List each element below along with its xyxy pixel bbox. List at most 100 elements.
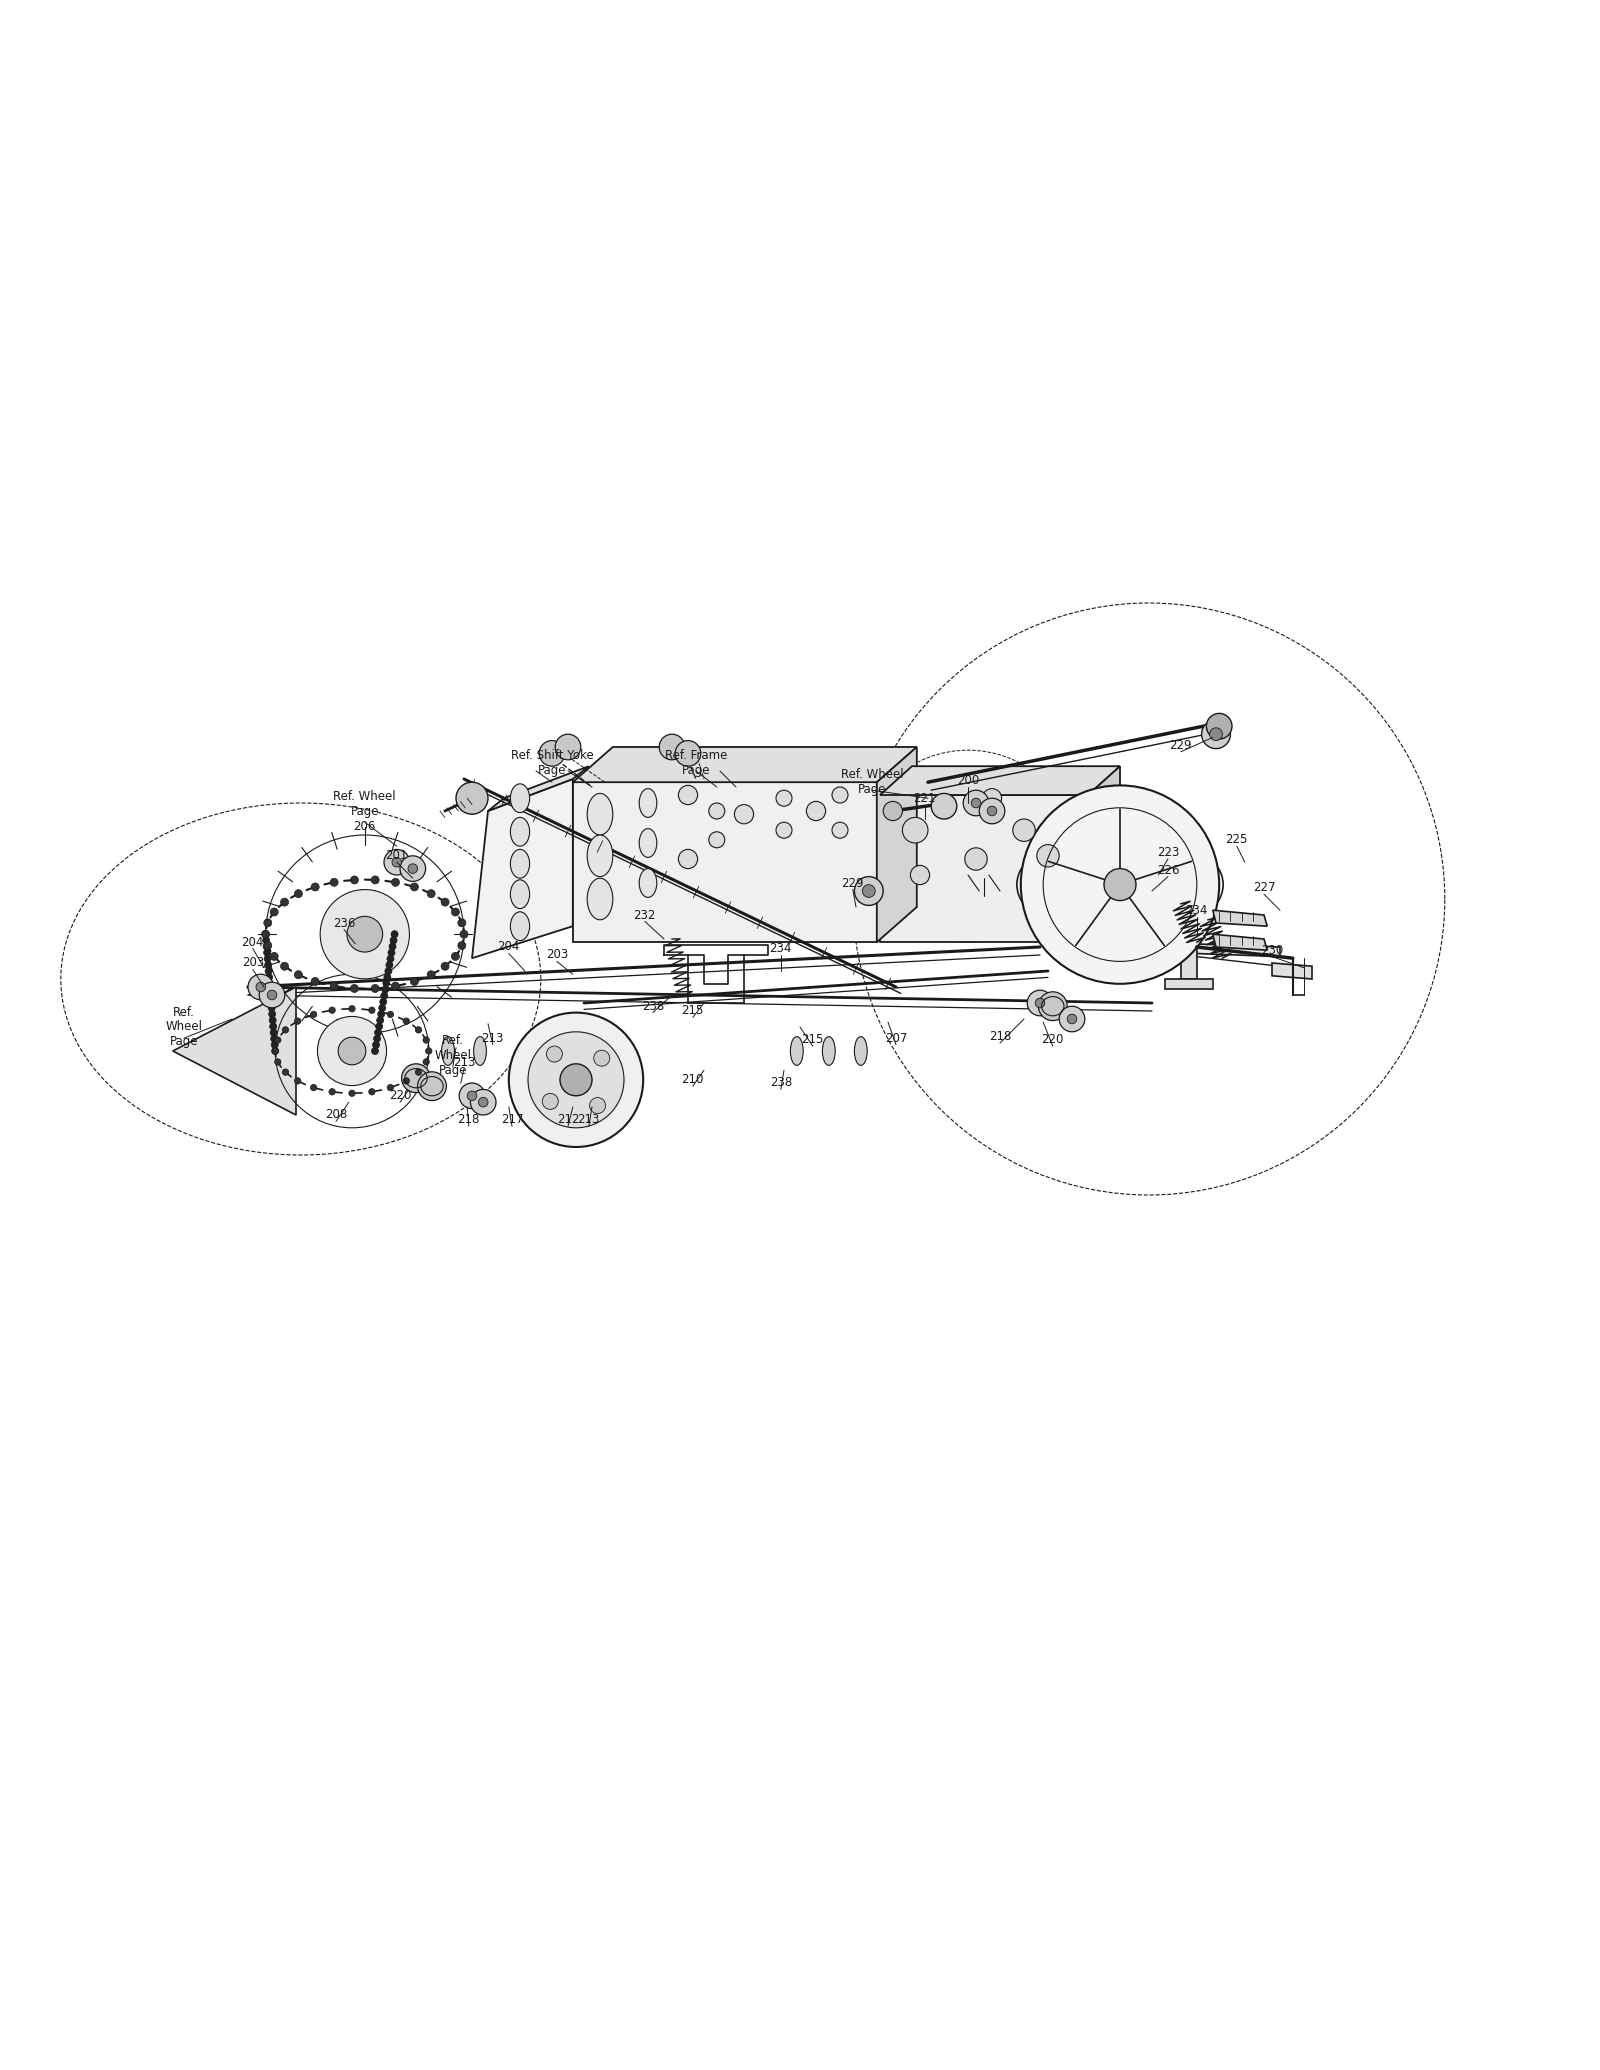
Ellipse shape — [510, 880, 530, 909]
Circle shape — [262, 938, 270, 944]
Circle shape — [270, 909, 278, 917]
Circle shape — [386, 960, 394, 969]
Polygon shape — [208, 1006, 291, 1070]
Circle shape — [403, 1018, 410, 1025]
Circle shape — [384, 849, 410, 876]
Circle shape — [427, 971, 435, 979]
Circle shape — [280, 963, 288, 971]
Circle shape — [442, 898, 450, 907]
Text: 208: 208 — [325, 1110, 347, 1122]
Text: 234: 234 — [770, 942, 792, 954]
Polygon shape — [877, 747, 917, 942]
Circle shape — [589, 1097, 605, 1114]
Circle shape — [269, 1016, 277, 1025]
Circle shape — [350, 876, 358, 884]
Text: 201: 201 — [386, 849, 408, 863]
Circle shape — [910, 865, 930, 884]
Circle shape — [349, 1091, 355, 1097]
Circle shape — [390, 932, 398, 938]
Circle shape — [330, 1089, 336, 1095]
Circle shape — [373, 1035, 381, 1041]
Circle shape — [282, 1068, 288, 1074]
Text: 213: 213 — [578, 1114, 600, 1126]
Circle shape — [416, 1068, 422, 1074]
Polygon shape — [573, 782, 877, 942]
Circle shape — [509, 1012, 643, 1147]
Circle shape — [982, 789, 1002, 807]
Text: 236: 236 — [333, 917, 355, 929]
Circle shape — [883, 801, 902, 820]
Circle shape — [459, 1083, 485, 1110]
Circle shape — [776, 822, 792, 838]
Circle shape — [371, 876, 379, 884]
Circle shape — [379, 998, 387, 1006]
Circle shape — [965, 849, 987, 869]
Circle shape — [426, 1047, 432, 1054]
Circle shape — [1202, 720, 1230, 749]
Circle shape — [379, 1004, 386, 1012]
Circle shape — [267, 985, 274, 994]
Circle shape — [262, 932, 269, 938]
Circle shape — [418, 1072, 446, 1101]
Circle shape — [1067, 1014, 1077, 1025]
Circle shape — [528, 1031, 624, 1128]
Circle shape — [560, 1064, 592, 1095]
Circle shape — [320, 890, 410, 979]
Circle shape — [382, 985, 389, 994]
Circle shape — [862, 884, 875, 898]
Circle shape — [330, 1006, 336, 1014]
Circle shape — [539, 741, 565, 766]
Circle shape — [1035, 998, 1045, 1008]
Text: 203: 203 — [546, 948, 568, 960]
Circle shape — [478, 1097, 488, 1107]
Circle shape — [387, 954, 394, 963]
Circle shape — [451, 952, 459, 960]
Circle shape — [403, 1078, 410, 1085]
Circle shape — [264, 942, 272, 950]
Ellipse shape — [640, 869, 656, 898]
Circle shape — [350, 985, 358, 992]
Circle shape — [410, 884, 419, 890]
Circle shape — [709, 832, 725, 849]
Text: 238: 238 — [770, 1076, 792, 1089]
Circle shape — [555, 735, 581, 760]
Circle shape — [373, 1041, 379, 1047]
Ellipse shape — [587, 834, 613, 876]
Text: 218: 218 — [989, 1031, 1011, 1043]
Circle shape — [294, 890, 302, 898]
Circle shape — [1210, 729, 1222, 741]
Circle shape — [392, 857, 402, 867]
Text: 213: 213 — [453, 1056, 475, 1068]
Circle shape — [387, 1012, 394, 1018]
Circle shape — [266, 967, 272, 975]
Circle shape — [832, 822, 848, 838]
Text: Ref.
Wheel
Page: Ref. Wheel Page — [434, 1035, 472, 1076]
Circle shape — [458, 942, 466, 950]
Text: 229: 229 — [842, 876, 864, 890]
Text: 213: 213 — [482, 1031, 504, 1045]
Text: 207: 207 — [885, 1031, 907, 1045]
Circle shape — [1037, 845, 1059, 867]
Ellipse shape — [640, 789, 656, 818]
Circle shape — [456, 782, 488, 814]
Circle shape — [294, 1018, 301, 1025]
Circle shape — [275, 1058, 282, 1066]
Circle shape — [294, 971, 302, 979]
Circle shape — [776, 791, 792, 805]
Circle shape — [659, 735, 685, 760]
Circle shape — [1104, 869, 1136, 900]
Text: 212: 212 — [557, 1114, 579, 1126]
Circle shape — [979, 799, 1005, 824]
Ellipse shape — [640, 828, 656, 857]
Circle shape — [384, 973, 390, 981]
Circle shape — [427, 890, 435, 898]
Circle shape — [387, 1085, 394, 1091]
Polygon shape — [1165, 979, 1213, 989]
Circle shape — [458, 919, 466, 927]
Circle shape — [310, 1012, 317, 1018]
Circle shape — [270, 1029, 277, 1037]
Circle shape — [709, 803, 725, 820]
Text: 204: 204 — [498, 940, 520, 954]
Text: 238: 238 — [642, 1000, 664, 1012]
Circle shape — [382, 979, 390, 987]
